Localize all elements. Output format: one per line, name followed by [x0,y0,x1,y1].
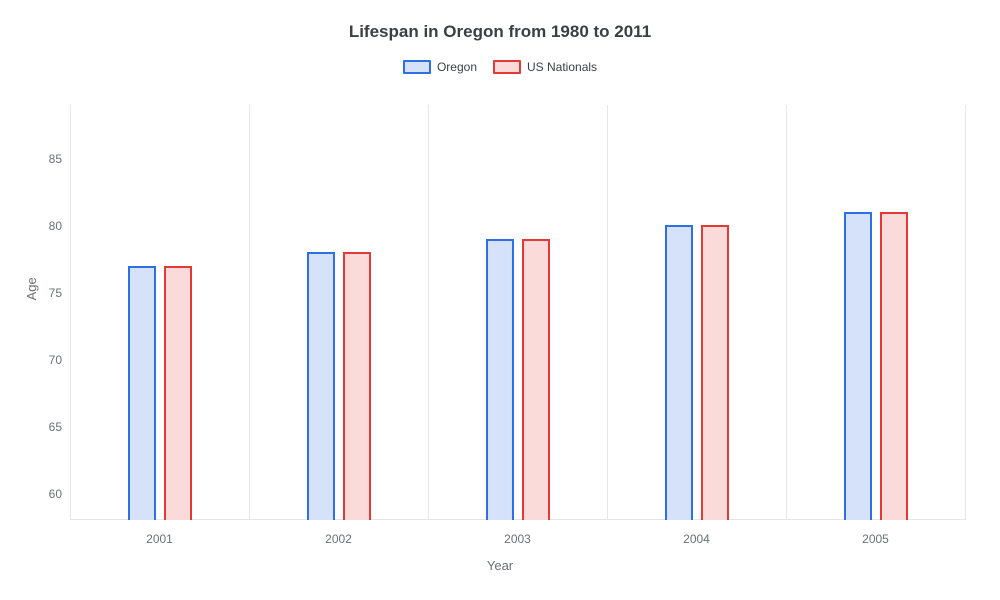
legend: Oregon US Nationals [0,60,1000,74]
x-tick-label: 2005 [862,532,889,546]
gridline-v [607,105,608,520]
legend-label-usnationals: US Nationals [527,60,597,74]
y-tick-label: 80 [32,219,62,233]
bar-oregon[interactable] [486,239,514,520]
x-tick-label: 2001 [146,532,173,546]
x-axis-label: Year [487,558,513,573]
gridline-v [249,105,250,520]
gridline-v [786,105,787,520]
bar-oregon[interactable] [844,212,872,520]
legend-item-usnationals[interactable]: US Nationals [493,60,597,74]
bar-us-nationals[interactable] [701,225,729,520]
y-tick-label: 65 [32,420,62,434]
legend-item-oregon[interactable]: Oregon [403,60,477,74]
gridline-v [428,105,429,520]
bar-oregon[interactable] [128,266,156,520]
bar-us-nationals[interactable] [343,252,371,520]
x-tick-label: 2004 [683,532,710,546]
chart-title: Lifespan in Oregon from 1980 to 2011 [0,0,1000,42]
y-tick-label: 75 [32,286,62,300]
x-tick-label: 2003 [504,532,531,546]
legend-label-oregon: Oregon [437,60,477,74]
x-tick-label: 2002 [325,532,352,546]
gridline-v [965,105,966,520]
plot-area [70,105,965,520]
legend-swatch-oregon [403,60,431,74]
bar-us-nationals[interactable] [880,212,908,520]
y-tick-label: 70 [32,353,62,367]
bar-us-nationals[interactable] [164,266,192,520]
y-tick-label: 85 [32,152,62,166]
x-axis-line [70,519,965,520]
legend-swatch-usnationals [493,60,521,74]
bar-us-nationals[interactable] [522,239,550,520]
bar-oregon[interactable] [665,225,693,520]
chart-container: Lifespan in Oregon from 1980 to 2011 Ore… [0,0,1000,600]
gridline-v [70,105,71,520]
y-tick-label: 60 [32,487,62,501]
bar-oregon[interactable] [307,252,335,520]
